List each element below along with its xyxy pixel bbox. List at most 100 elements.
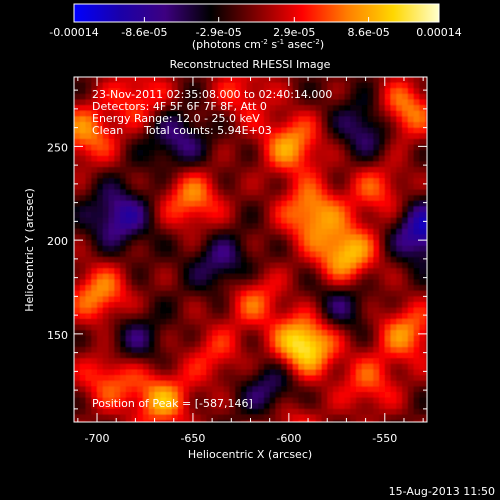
heatmap-cell [390, 414, 397, 421]
heatmap-cell [189, 189, 196, 196]
heatmap-cell [102, 273, 110, 281]
heatmap-cell [91, 335, 98, 342]
heatmap-cell [275, 189, 282, 196]
heatmap-cell [120, 161, 127, 168]
heatmap-cell [413, 403, 420, 410]
heatmap-cell [344, 127, 351, 134]
heatmap-cell [235, 414, 242, 421]
heatmap-cell [304, 144, 311, 151]
heatmap-cell [390, 375, 397, 382]
heatmap-cell [97, 279, 104, 286]
heatmap-cell [402, 183, 409, 191]
heatmap-cell [223, 240, 230, 247]
heatmap-cell [338, 200, 346, 207]
heatmap-cell [217, 93, 225, 101]
heatmap-cell [102, 161, 110, 168]
heatmap-cell [206, 386, 213, 393]
heatmap-cell [402, 77, 409, 84]
heatmap-cell [160, 335, 167, 342]
heatmap-cell [356, 234, 363, 241]
heatmap-cell [281, 206, 288, 213]
heatmap-cell [275, 397, 282, 404]
heatmap-cell [194, 150, 202, 157]
heatmap-cell [235, 167, 242, 174]
y-axis-label: Heliocentric Y (arcsec) [23, 188, 36, 312]
heatmap-cell [246, 144, 254, 151]
heatmap-cell [344, 403, 351, 410]
heatmap-cell [344, 105, 351, 112]
heatmap-cell [183, 133, 190, 140]
heatmap-cell [298, 251, 305, 258]
heatmap-cell [292, 392, 300, 399]
heatmap-cell [148, 386, 156, 393]
heatmap-cell [79, 82, 87, 89]
heatmap-cell [137, 397, 144, 404]
heatmap-cell [413, 88, 420, 95]
heatmap-cell [189, 341, 196, 348]
heatmap-cell [85, 223, 92, 230]
heatmap-cell [292, 212, 300, 219]
heatmap-cell [286, 150, 294, 157]
heatmap-cell [160, 212, 167, 219]
heatmap-cell [206, 155, 213, 162]
heatmap-cell [338, 369, 346, 376]
heatmap-cell [246, 386, 254, 393]
heatmap-cell [367, 183, 374, 191]
heatmap-cell [263, 397, 271, 404]
heatmap-cell [102, 240, 110, 247]
heatmap-cell [160, 347, 167, 354]
heatmap-cell [298, 240, 305, 247]
heatmap-cell [189, 133, 196, 140]
heatmap-cell [281, 420, 288, 422]
heatmap-cell [200, 195, 207, 202]
heatmap-cell [315, 285, 323, 292]
heatmap-cell [246, 133, 254, 140]
heatmap-cell [396, 150, 403, 157]
heatmap-cell [154, 363, 161, 371]
heatmap-cell [356, 82, 363, 89]
heatmap-cell [143, 195, 150, 202]
heatmap-cell [350, 223, 357, 230]
heatmap-cell [361, 150, 369, 157]
heatmap-cell [194, 369, 202, 376]
heatmap-cell [148, 392, 156, 399]
heatmap-cell [304, 386, 311, 393]
heatmap-cell [281, 290, 288, 297]
heatmap-cell [361, 375, 369, 382]
heatmap-cell [373, 363, 380, 371]
heatmap-cell [79, 245, 87, 252]
heatmap-cell [108, 341, 115, 348]
heatmap-cell [91, 386, 98, 393]
heatmap-cell [269, 178, 277, 185]
heatmap-cell [189, 251, 196, 258]
heatmap-cell [286, 77, 294, 84]
heatmap-cell [189, 150, 196, 157]
heatmap-cell [223, 234, 230, 241]
heatmap-cell [154, 144, 161, 151]
heatmap-cell [143, 223, 150, 230]
heatmap-cell [125, 285, 133, 292]
heatmap-cell [240, 341, 248, 348]
heatmap-cell [206, 375, 213, 382]
heatmap-cell [332, 352, 340, 359]
heatmap-cell [108, 223, 115, 230]
heatmap-cell [246, 93, 254, 101]
heatmap-cell [327, 206, 334, 213]
heatmap-cell [425, 99, 427, 106]
heatmap-cell [229, 172, 236, 179]
heatmap-cell [396, 375, 403, 382]
heatmap-cell [125, 127, 133, 134]
heatmap-cell [183, 262, 190, 269]
heatmap-cell [304, 414, 311, 421]
heatmap-cell [425, 110, 427, 117]
heatmap-cell [373, 307, 380, 314]
heatmap-cell [171, 251, 179, 258]
heatmap-cell [332, 414, 340, 421]
heatmap-cell [125, 200, 133, 207]
heatmap-cell [183, 189, 190, 196]
heatmap-cell [275, 240, 282, 247]
heatmap-cell [200, 200, 207, 207]
heatmap-cell [148, 110, 156, 117]
heatmap-cell [223, 189, 230, 196]
